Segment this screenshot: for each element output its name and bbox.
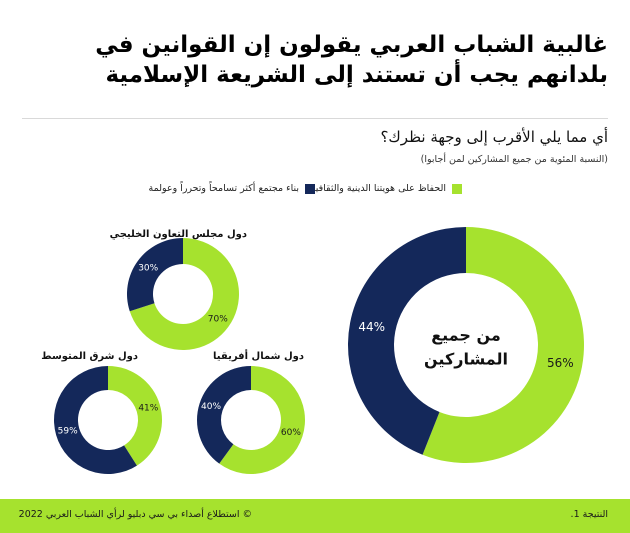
chart-title-levant: دول شرق المتوسط — [41, 351, 138, 362]
legend-item-tolerant: بناء مجتمع أكثر تسامحاً وتحرراً وعولمة — [149, 183, 315, 194]
donut-slice-gcc-preserve — [129, 238, 239, 350]
subtitle-text: (النسبة المئوية من جميع المشاركين لمن أج… — [420, 154, 608, 165]
center-title-line-2: المشاركين — [424, 350, 508, 369]
footer-bar: النتيجة 1. © استطلاع أصداء بي سي دبليو ل… — [0, 499, 630, 533]
center-title-line-1: من جميع — [431, 326, 501, 345]
legend-swatch-navy — [305, 183, 315, 194]
legend-swatch-green — [452, 183, 462, 194]
data-label-north-africa-preserve: 60% — [281, 428, 301, 438]
donut-slice-all-tolerant — [348, 227, 466, 455]
donut-slice-gcc-tolerant — [126, 238, 183, 312]
footer-finding: النتيجة 1. — [570, 509, 608, 520]
data-label-north-africa-tolerant: 40% — [201, 402, 221, 412]
title-line-2: بلدانهم يجب أن تستند إلى الشريعة الإسلام… — [105, 62, 608, 88]
legend-label-preserve: الحفاظ على هويتنا الدينية والثقافية — [310, 183, 446, 194]
data-label-all-preserve: 56% — [547, 356, 574, 370]
donut-slice-north-africa-tolerant — [197, 366, 251, 464]
donut-slice-levant-tolerant — [54, 366, 137, 474]
divider — [22, 118, 608, 119]
donut-slice-all-preserve — [422, 227, 584, 463]
data-label-gcc-preserve: 70% — [208, 314, 228, 324]
data-label-gcc-tolerant: 30% — [138, 264, 158, 274]
title-line-1: غالبية الشباب العربي يقولون إن القوانين … — [95, 32, 608, 58]
legend-item-preserve: الحفاظ على هويتنا الدينية والثقافية — [311, 183, 462, 194]
chart-title-gcc: دول مجلس التعاون الخليجي — [109, 229, 247, 240]
donut-slice-north-africa-preserve — [219, 366, 306, 475]
legend-label-tolerant: بناء مجتمع أكثر تسامحاً وتحرراً وعولمة — [148, 183, 299, 194]
footer-copyright: © استطلاع أصداء بي سي دبليو لرأي الشباب … — [18, 509, 252, 520]
title-block: غالبية الشباب العربي يقولون إن القوانين … — [22, 30, 608, 90]
data-label-all-tolerant: 44% — [358, 320, 385, 334]
chart-title-north-africa: دول شمال أفريقيا — [213, 351, 304, 362]
data-label-levant-preserve: 41% — [138, 403, 158, 413]
donut-slice-levant-preserve — [108, 366, 163, 466]
question-text: أي مما يلي الأقرب إلى وجهة نظرك؟ — [380, 128, 608, 146]
data-label-levant-tolerant: 59% — [58, 427, 78, 437]
